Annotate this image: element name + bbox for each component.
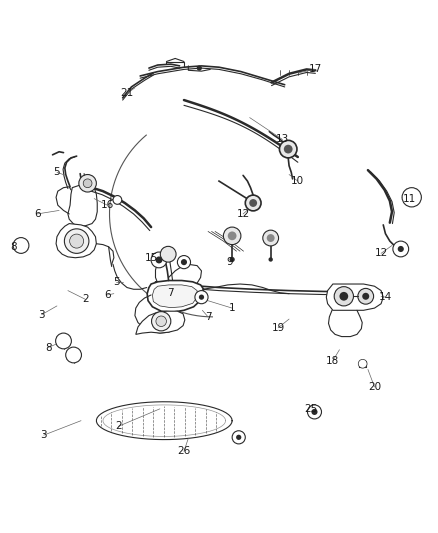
Text: 8: 8 [10, 242, 17, 252]
Text: 3: 3 [38, 310, 45, 320]
Polygon shape [326, 284, 383, 310]
Circle shape [358, 359, 367, 368]
Circle shape [232, 431, 245, 444]
Circle shape [249, 199, 257, 207]
Circle shape [362, 293, 369, 300]
Circle shape [334, 287, 353, 306]
Circle shape [70, 234, 84, 248]
Circle shape [393, 241, 409, 257]
Text: 11: 11 [403, 193, 416, 204]
Text: 7: 7 [205, 312, 212, 322]
Text: 9: 9 [226, 257, 233, 267]
Text: 18: 18 [326, 356, 339, 366]
Circle shape [223, 227, 241, 245]
Text: 12: 12 [374, 248, 388, 259]
Circle shape [358, 288, 374, 304]
Circle shape [64, 229, 89, 253]
Circle shape [402, 188, 421, 207]
Text: 20: 20 [368, 382, 381, 392]
Circle shape [307, 405, 321, 419]
Circle shape [13, 238, 29, 253]
Circle shape [152, 312, 171, 331]
Circle shape [177, 255, 191, 269]
Circle shape [311, 409, 318, 415]
Circle shape [398, 246, 404, 252]
Circle shape [83, 179, 92, 188]
Circle shape [263, 230, 279, 246]
Text: 15: 15 [145, 253, 158, 263]
Circle shape [66, 347, 81, 363]
Text: 25: 25 [304, 404, 318, 414]
Circle shape [156, 316, 166, 327]
Text: 2: 2 [115, 422, 122, 431]
Text: 17: 17 [309, 64, 322, 75]
Text: 5: 5 [113, 277, 120, 287]
Circle shape [236, 435, 241, 440]
Polygon shape [152, 285, 197, 308]
Text: 12: 12 [237, 209, 250, 219]
Text: 13: 13 [276, 134, 289, 144]
Polygon shape [136, 311, 185, 334]
Polygon shape [56, 223, 96, 258]
Text: 1: 1 [229, 303, 236, 313]
Circle shape [79, 174, 96, 192]
Text: 6: 6 [104, 290, 111, 300]
Circle shape [181, 259, 187, 265]
Circle shape [230, 257, 235, 262]
Circle shape [113, 196, 122, 204]
Circle shape [151, 252, 167, 268]
Circle shape [155, 256, 162, 263]
Text: 21: 21 [120, 88, 134, 99]
Text: 14: 14 [379, 292, 392, 302]
Text: 10: 10 [291, 176, 304, 186]
Text: 6: 6 [34, 209, 41, 219]
Circle shape [268, 257, 273, 262]
Text: 16: 16 [101, 200, 114, 210]
Text: 8: 8 [45, 343, 52, 352]
Text: 26: 26 [177, 446, 191, 456]
Text: 3: 3 [40, 430, 47, 440]
Circle shape [245, 195, 261, 211]
Circle shape [199, 295, 204, 300]
Circle shape [339, 292, 348, 301]
Circle shape [197, 66, 202, 71]
Polygon shape [147, 280, 204, 312]
Circle shape [228, 231, 237, 240]
Circle shape [195, 290, 208, 304]
Text: 7: 7 [167, 288, 174, 298]
Circle shape [279, 140, 297, 158]
Text: 5: 5 [53, 167, 60, 177]
Text: 19: 19 [272, 323, 285, 333]
Circle shape [56, 333, 71, 349]
Text: 2: 2 [82, 294, 89, 304]
Circle shape [160, 246, 176, 262]
Circle shape [267, 234, 275, 242]
Polygon shape [68, 185, 97, 226]
Circle shape [284, 145, 293, 154]
